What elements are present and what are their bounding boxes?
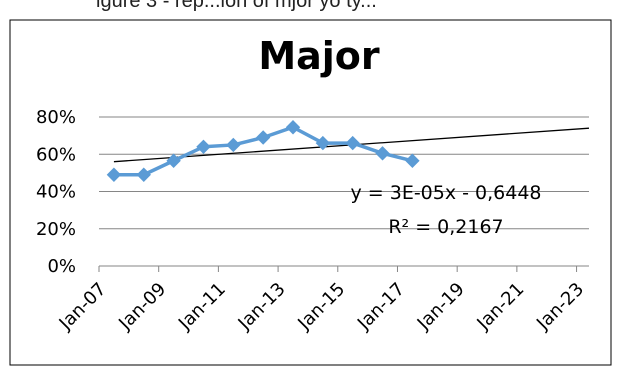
data-point-marker <box>136 167 151 182</box>
data-point-marker <box>196 139 211 155</box>
caption-fragment: igure 3 - rep...ion of mjor yo ty... <box>96 0 377 12</box>
series-group <box>106 120 420 182</box>
data-point-marker <box>345 135 360 151</box>
data-point-marker <box>106 167 122 182</box>
y-tick-label: 20% <box>36 219 76 240</box>
chart-area-border <box>9 19 612 366</box>
data-point-marker <box>166 153 181 168</box>
y-axis-tick-labels: 0% 20% 40% 60% 80% <box>36 107 76 277</box>
data-point-marker <box>405 153 420 168</box>
chart-title: Major <box>258 34 380 78</box>
gridlines <box>99 116 589 230</box>
trendline-equation: y = 3E-05x - 0,6448 <box>350 182 541 204</box>
data-point-marker <box>285 120 301 135</box>
y-tick-label: 40% <box>36 182 76 203</box>
y-tick-label: 0% <box>47 256 76 277</box>
data-point-marker <box>255 130 271 145</box>
data-point-marker <box>226 137 241 153</box>
clipped-caption-text: igure 3 - rep...ion of mjor yo ty... <box>0 0 624 20</box>
x-axis-tick-marks <box>98 266 578 272</box>
y-tick-label: 80% <box>36 107 76 128</box>
data-point-marker <box>315 135 331 151</box>
data-point-marker <box>375 146 390 161</box>
y-tick-label: 60% <box>36 144 76 165</box>
trendline-r-squared: R² = 0,2167 <box>388 216 503 238</box>
